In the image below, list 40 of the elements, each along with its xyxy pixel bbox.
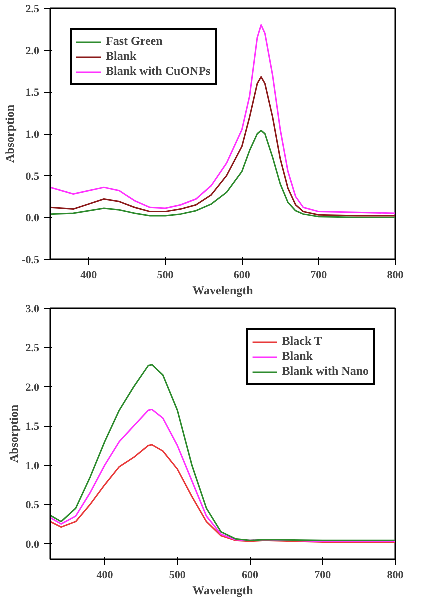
x-axis-title: Wavelength [192, 584, 254, 598]
y-tick-label: 0.5 [26, 500, 40, 512]
y-tick-label: 1.5 [26, 87, 40, 100]
line-series [50, 24, 396, 214]
x-tick-label: 800 [387, 570, 404, 582]
legend-label: Blank with CuONPs [106, 64, 211, 79]
x-tick-label: 800 [387, 270, 404, 282]
line-series [50, 364, 396, 542]
y-axis-title: Absorption [6, 404, 21, 464]
x-tick-label: 400 [96, 570, 114, 582]
line-series [50, 130, 396, 218]
legend-label: Black T [282, 334, 322, 349]
line-series [50, 408, 396, 542]
line-series [50, 444, 396, 543]
x-tick-label: 500 [157, 270, 174, 282]
y-tick-label: 2.0 [26, 382, 40, 394]
x-tick-label: 600 [242, 570, 259, 582]
x-tick-label: 600 [234, 270, 251, 282]
y-tick-label: 2.5 [26, 342, 40, 355]
y-tick-label: 0.0 [26, 538, 40, 551]
y-tick-label: 0.5 [26, 170, 40, 183]
x-tick-label: 500 [169, 570, 186, 582]
y-tick-label: 3.0 [26, 304, 40, 316]
legend-label: Blank [282, 349, 313, 364]
line-series [50, 76, 396, 217]
legend-label: Blank with Nano [282, 364, 369, 379]
y-tick-label: 1.0 [26, 460, 40, 472]
y-axis-title: Absorption [3, 104, 18, 164]
x-tick-label: 700 [314, 570, 332, 582]
y-tick-label: 1.0 [26, 129, 40, 141]
x-tick-label: 700 [310, 270, 328, 282]
y-tick-label: 0.0 [26, 212, 40, 225]
x-tick-label: 400 [80, 270, 98, 282]
y-tick-label: 2.0 [26, 45, 40, 58]
x-axis-title: Wavelength [192, 284, 254, 298]
y-tick-label: -0.5 [22, 254, 40, 266]
legend-label: Fast Green [106, 34, 163, 49]
y-tick-label: 1.5 [26, 421, 40, 434]
y-tick-label: 2.5 [26, 4, 40, 16]
legend-label: Blank [106, 49, 137, 64]
